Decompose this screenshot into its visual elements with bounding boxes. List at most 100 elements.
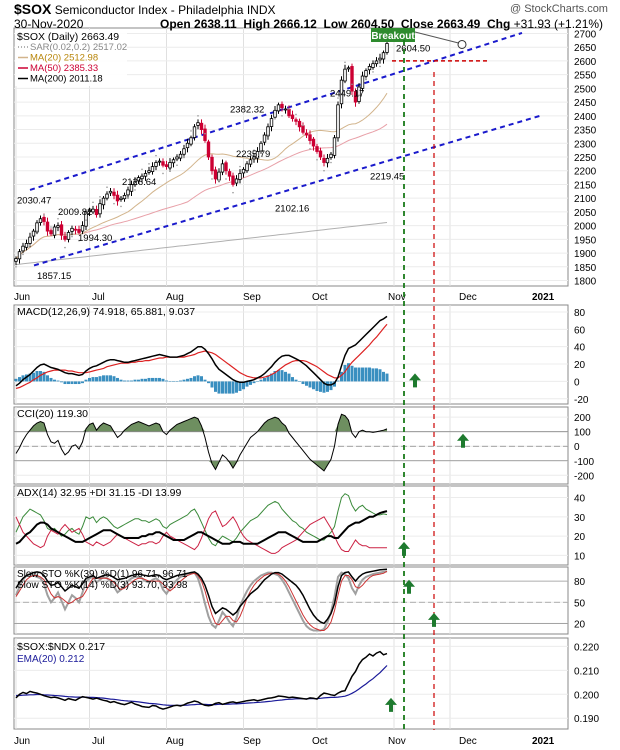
sar-dot	[106, 186, 108, 188]
cci-title: CCI(20) 119.30	[17, 408, 88, 420]
macd-histogram-bar	[249, 381, 252, 385]
candle-body	[367, 66, 372, 71]
price-annotation: 2126.64	[122, 177, 156, 188]
y-tick-label: 0.210	[574, 666, 599, 677]
macd-histogram-bar	[287, 373, 291, 382]
macd-histogram-bar	[49, 377, 53, 382]
candle-body	[87, 210, 92, 212]
macd-histogram-bar	[294, 379, 298, 382]
candle-body	[31, 230, 36, 237]
candle-body	[280, 103, 284, 108]
sar-dot	[176, 164, 178, 167]
adx-arrow-icon	[398, 541, 410, 556]
candle-body	[248, 159, 253, 165]
candle-body	[189, 137, 193, 145]
candle-body	[196, 122, 200, 126]
macd-signal-line	[15, 323, 388, 389]
y-tick-label: 2600	[574, 57, 597, 68]
candle-body	[133, 181, 137, 186]
macd-histogram-bar	[259, 379, 263, 382]
macd-histogram-bar	[203, 379, 207, 382]
sar-dot	[190, 130, 192, 132]
sar-dot	[274, 117, 276, 120]
y-tick-label: 1950	[574, 235, 597, 246]
candle-body	[56, 225, 60, 228]
macd-histogram-bar	[63, 381, 67, 385]
y-tick-label: 2350	[574, 126, 597, 137]
candle-body	[343, 68, 347, 82]
cci-panel	[13, 406, 569, 485]
macd-histogram-bar	[137, 379, 140, 382]
y-tick-label: 0.190	[574, 714, 599, 725]
macd-histogram-bar	[228, 381, 231, 394]
sar-dot	[218, 179, 220, 182]
price-annotation: 2219.45	[370, 171, 404, 182]
macd-histogram-bar	[235, 381, 238, 393]
candle-body	[199, 122, 204, 130]
candle-body	[231, 175, 235, 185]
chg-value: +31.93 (+1.21%)	[513, 17, 604, 31]
y-tick-label: 200	[574, 413, 591, 424]
close-label: Close	[400, 17, 434, 31]
price-annotation: 2102.16	[275, 204, 309, 215]
macd-histogram-bar	[154, 377, 158, 382]
sar-dot	[372, 71, 374, 73]
sar-dot	[351, 83, 353, 86]
candle-body	[255, 151, 260, 159]
sar-dot	[169, 169, 171, 172]
macd-histogram-bar	[182, 379, 186, 382]
macd-histogram-bar	[161, 378, 165, 382]
cci-line	[15, 413, 388, 472]
sto-d3-line	[15, 570, 388, 631]
macd-histogram-bar	[189, 377, 193, 382]
y-tick-label: 2100	[574, 194, 597, 205]
minus-di-line	[15, 510, 387, 554]
x-axis-label: Jul	[92, 292, 105, 303]
y-tick-label: 40	[574, 494, 586, 505]
macd-histogram-bar	[312, 381, 315, 390]
x-axis-label: Sep	[243, 292, 261, 303]
sar-dot	[197, 115, 199, 117]
y-tick-label: 2150	[574, 180, 597, 191]
macd-histogram-bar	[81, 381, 84, 384]
y-tick-label: 2250	[574, 153, 597, 164]
candle-body	[227, 171, 232, 177]
candle-body	[59, 224, 64, 236]
candle-body	[115, 194, 120, 202]
sar-dot	[113, 202, 115, 205]
candle-body	[206, 141, 211, 158]
y-tick-label: 0.220	[574, 642, 599, 653]
candle-body	[66, 232, 71, 240]
macd-histogram-bar	[252, 381, 256, 384]
candle-body	[220, 163, 225, 173]
cci-overbought-fill	[16, 414, 387, 432]
y-tick-label: 2700	[574, 29, 597, 40]
sar-dot	[162, 172, 164, 175]
sar-dot	[15, 265, 17, 268]
y-tick-label: 2050	[574, 208, 597, 219]
sar-dot	[127, 197, 129, 199]
macd-histogram-bar	[98, 376, 102, 382]
close-value: 2663.49	[436, 17, 481, 31]
candle-body	[178, 153, 183, 159]
macd-histogram-bar	[126, 380, 130, 382]
macd-histogram-bar	[46, 375, 49, 382]
chg-label: Chg	[486, 17, 511, 31]
candle-body	[297, 120, 302, 128]
sar-dot	[29, 244, 31, 247]
open-value: 2638.11	[194, 17, 237, 31]
sar-dot	[120, 205, 122, 208]
y-tick-label: -100	[574, 457, 594, 468]
candle-body	[378, 57, 382, 61]
macd-histogram-bar	[343, 364, 347, 382]
candle-body	[126, 189, 130, 196]
macd-histogram-bar	[263, 377, 266, 382]
macd-histogram-bar	[91, 377, 95, 382]
y-tick-label: 20	[574, 532, 586, 543]
adx-line	[15, 510, 388, 545]
candle-body	[304, 132, 309, 136]
candle-body	[168, 162, 172, 169]
candle-body	[287, 108, 291, 117]
candle-body	[283, 108, 288, 111]
y-tick-label: 2450	[574, 98, 597, 109]
